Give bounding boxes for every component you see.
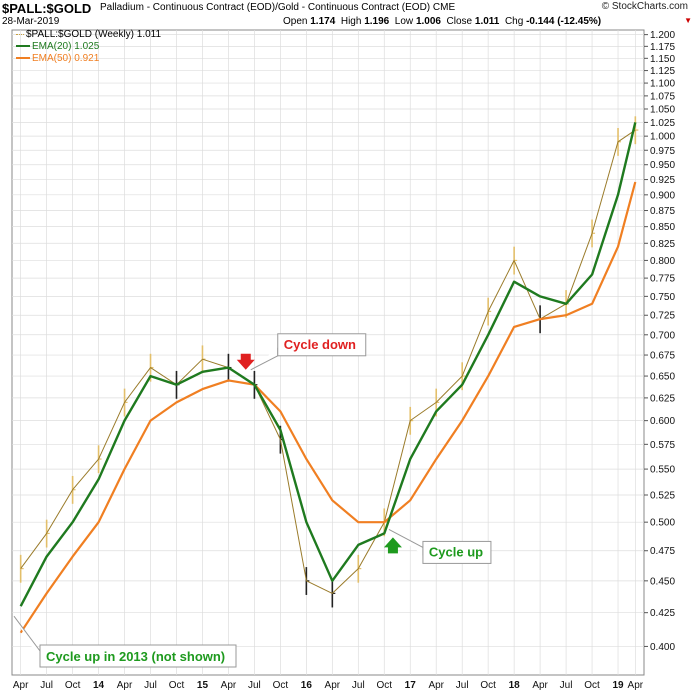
y-tick-label: 0.850 bbox=[650, 222, 675, 233]
close-value: 1.011 bbox=[474, 16, 500, 27]
x-tick-label: Oct bbox=[169, 680, 185, 691]
x-tick-label: Apr bbox=[221, 680, 237, 691]
y-tick-label: 0.700 bbox=[650, 330, 675, 341]
chg-value: -0.144 (-12.45%) bbox=[526, 16, 602, 27]
price-bar-icon bbox=[16, 33, 24, 35]
y-tick-label: 0.975 bbox=[650, 146, 675, 157]
y-tick-label: 0.525 bbox=[650, 490, 675, 501]
y-tick-label: 1.150 bbox=[650, 54, 675, 65]
legend-price-label: $PALL:$GOLD (Weekly) 1.011 bbox=[26, 29, 162, 40]
low-value: 1.006 bbox=[415, 16, 441, 27]
x-tick-label: Jul bbox=[456, 680, 469, 691]
y-tick-label: 0.675 bbox=[650, 351, 675, 362]
x-tick-label: Jul bbox=[40, 680, 53, 691]
y-tick-label: 0.875 bbox=[650, 206, 675, 217]
y-tick-label: 0.500 bbox=[650, 518, 675, 529]
change-down-icon: ▼ bbox=[684, 16, 692, 25]
legend-ema50-label: EMA(50) 0.921 bbox=[32, 53, 100, 64]
legend-ema20-label: EMA(20) 1.025 bbox=[32, 41, 100, 52]
y-tick-label: 0.950 bbox=[650, 160, 675, 171]
x-tick-label: Jul bbox=[144, 680, 157, 691]
cycle-up-label: Cycle up bbox=[429, 544, 483, 559]
ema20-line-icon bbox=[16, 45, 30, 48]
y-tick-label: 0.625 bbox=[650, 393, 675, 404]
y-tick-label: 0.550 bbox=[650, 465, 675, 476]
y-tick-label: 0.575 bbox=[650, 440, 675, 451]
low-label: Low bbox=[394, 16, 414, 27]
x-tick-label: Apr bbox=[13, 680, 29, 691]
x-tick-label: Apr bbox=[325, 680, 341, 691]
brand-logo: © StockCharts.com bbox=[601, 1, 688, 12]
cycle-up-arrow-icon bbox=[383, 537, 402, 554]
high-value: 1.196 bbox=[364, 16, 390, 27]
x-tick-label: Apr bbox=[428, 680, 444, 691]
x-tick-label: Jul bbox=[248, 680, 261, 691]
y-tick-label: 0.750 bbox=[650, 292, 675, 303]
y-tick-label: 1.025 bbox=[650, 118, 675, 129]
cycle-down-callout-box bbox=[277, 333, 367, 357]
chart-symbol: $PALL:$GOLD bbox=[2, 1, 92, 16]
close-label: Close bbox=[446, 16, 473, 27]
y-tick-label: 0.650 bbox=[650, 372, 675, 383]
y-tick-label: 0.775 bbox=[650, 274, 675, 285]
y-tick-label: 0.425 bbox=[650, 608, 675, 619]
cycle-up-2013-callout-box bbox=[39, 644, 237, 668]
y-tick-label: 0.900 bbox=[650, 190, 675, 201]
x-tick-label: Oct bbox=[273, 680, 289, 691]
legend-ema20: EMA(20) 1.025 bbox=[16, 41, 99, 52]
x-tick-label: 14 bbox=[93, 680, 105, 691]
y-tick-label: 1.000 bbox=[650, 132, 675, 143]
y-tick-label: 0.925 bbox=[650, 175, 675, 186]
x-tick-label: 19 bbox=[612, 680, 624, 691]
x-tick-label: Oct bbox=[376, 680, 392, 691]
x-tick-label: Oct bbox=[65, 680, 81, 691]
y-tick-label: 1.075 bbox=[650, 91, 675, 102]
y-tick-label: 1.125 bbox=[650, 66, 675, 77]
y-tick-label: 1.050 bbox=[650, 104, 675, 115]
y-tick-label: 0.725 bbox=[650, 311, 675, 322]
chg-label: Chg bbox=[504, 16, 524, 27]
y-tick-label: 0.450 bbox=[650, 576, 675, 587]
y-tick-label: 1.200 bbox=[650, 30, 675, 41]
cycle-up-callout-box bbox=[422, 540, 492, 564]
x-tick-label: 17 bbox=[405, 680, 417, 691]
x-tick-label: Apr bbox=[117, 680, 133, 691]
x-tick-label: 15 bbox=[197, 680, 209, 691]
y-tick-label: 1.175 bbox=[650, 42, 675, 53]
chart-description: Palladium - Continuous Contract (EOD)/Go… bbox=[100, 2, 456, 13]
open-value: 1.174 bbox=[310, 16, 336, 27]
y-tick-label: 0.825 bbox=[650, 239, 675, 250]
x-tick-label: Jul bbox=[352, 680, 365, 691]
ema20-line bbox=[19, 122, 637, 607]
ema50-line bbox=[19, 181, 637, 634]
cycle-down-arrow-icon bbox=[236, 353, 255, 370]
y-tick-label: 0.800 bbox=[650, 256, 675, 267]
cycle-down-label: Cycle down bbox=[284, 337, 356, 352]
legend-ema50: EMA(50) 0.921 bbox=[16, 53, 99, 64]
high-label: High bbox=[340, 16, 362, 27]
x-tick-label: Apr bbox=[532, 680, 548, 691]
x-tick-label: 16 bbox=[301, 680, 313, 691]
x-tick-label: 18 bbox=[509, 680, 521, 691]
x-tick-label: Jul bbox=[560, 680, 573, 691]
y-tick-label: 0.475 bbox=[650, 546, 675, 557]
open-label: Open bbox=[283, 16, 308, 27]
ema50-line-icon bbox=[16, 57, 30, 60]
x-tick-label: Apr bbox=[628, 680, 644, 691]
x-tick-label: Oct bbox=[584, 680, 600, 691]
x-tick-label: Oct bbox=[480, 680, 496, 691]
y-tick-label: 1.100 bbox=[650, 79, 675, 90]
cycle-up-2013-label: Cycle up in 2013 (not shown) bbox=[46, 649, 225, 664]
legend-price: $PALL:$GOLD (Weekly) 1.011 bbox=[16, 29, 161, 40]
chart-date: 28-Mar-2019 bbox=[2, 16, 60, 27]
y-tick-label: 0.400 bbox=[650, 642, 675, 653]
ohlc-readout: Open 1.174 High 1.196 Low 1.006 Close 1.… bbox=[283, 16, 601, 27]
y-tick-label: 0.600 bbox=[650, 416, 675, 427]
